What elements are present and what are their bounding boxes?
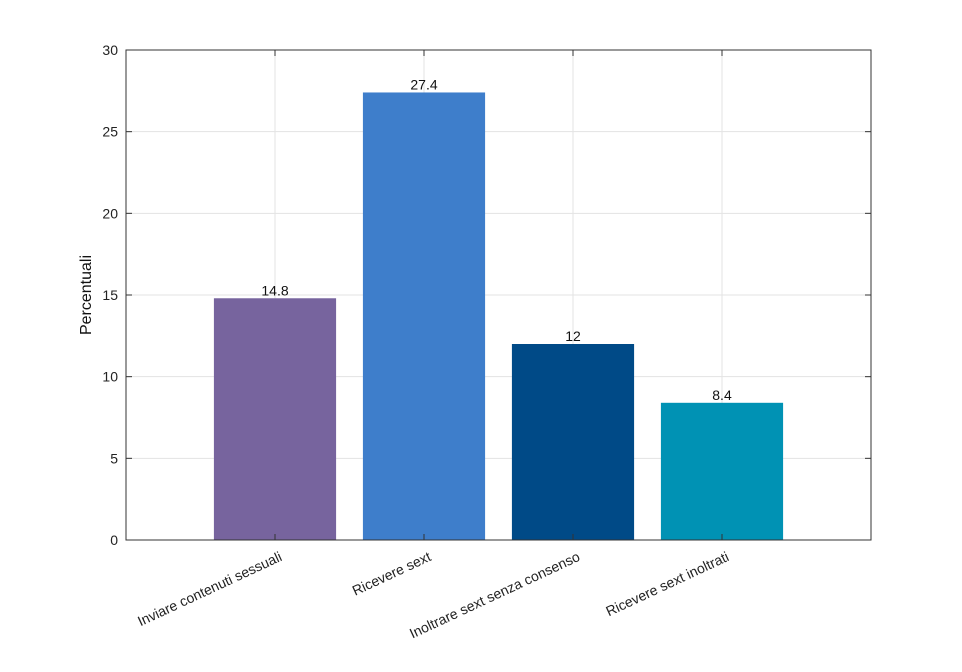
y-tick-label: 15 bbox=[102, 287, 118, 303]
y-axis-label: Percentuali bbox=[78, 255, 95, 335]
bar bbox=[511, 344, 635, 540]
bar bbox=[362, 92, 486, 540]
y-tick-label: 10 bbox=[102, 369, 118, 385]
x-tick-label: Inoltrare sext senza consenso bbox=[407, 548, 583, 641]
y-tick-label: 25 bbox=[102, 124, 118, 140]
y-tick-label: 0 bbox=[110, 532, 118, 548]
bar bbox=[660, 402, 784, 540]
data-label: 27.4 bbox=[410, 76, 437, 92]
x-tick-label: Inviare contenuti sessuali bbox=[135, 548, 284, 629]
data-label: 8.4 bbox=[712, 387, 732, 403]
bars bbox=[213, 92, 784, 540]
y-tick-label: 30 bbox=[102, 42, 118, 58]
y-tick-label: 20 bbox=[102, 205, 118, 221]
data-label: 14.8 bbox=[261, 282, 288, 298]
x-tick-label: Ricevere sext inoltrati bbox=[603, 548, 731, 619]
bar bbox=[213, 298, 337, 540]
x-tick-label: Ricevere sext bbox=[350, 548, 434, 598]
axis-ticks bbox=[126, 49, 871, 541]
data-label: 12 bbox=[565, 328, 581, 344]
y-tick-label: 5 bbox=[110, 450, 118, 466]
